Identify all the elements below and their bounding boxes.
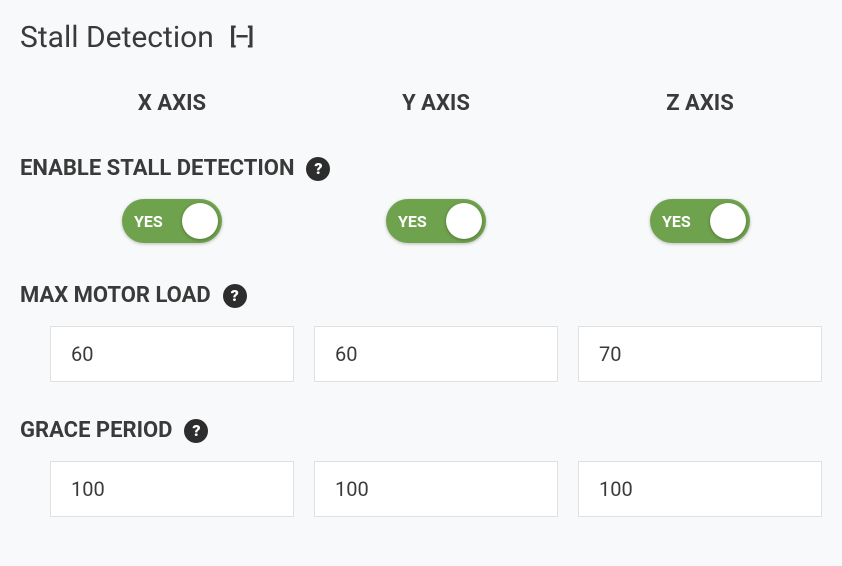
section-header: Stall Detection [–] — [20, 20, 822, 55]
enable-row-label: ENABLE STALL DETECTION ? — [20, 156, 822, 181]
grace-row-label: GRACE PERIOD ? — [20, 418, 822, 443]
grace-inputs-row — [20, 461, 822, 517]
axis-header-y: Y AXIS — [314, 91, 558, 116]
help-icon[interactable]: ? — [306, 157, 330, 181]
enable-toggle-y[interactable]: YES — [386, 199, 486, 243]
maxload-label: MAX MOTOR LOAD — [20, 283, 211, 308]
grace-label: GRACE PERIOD — [20, 418, 172, 443]
collapse-icon[interactable]: [–] — [230, 25, 253, 50]
axis-headers: X AXIS Y AXIS Z AXIS — [20, 91, 822, 116]
axis-header-x: X AXIS — [50, 91, 294, 116]
section-title: Stall Detection — [20, 20, 214, 55]
toggle-knob — [710, 203, 746, 239]
grace-input-y[interactable] — [314, 461, 558, 517]
maxload-input-x[interactable] — [50, 326, 294, 382]
maxload-input-z[interactable] — [578, 326, 822, 382]
enable-toggles-row: YES YES YES — [20, 199, 822, 243]
toggle-label: YES — [398, 212, 427, 231]
grace-input-z[interactable] — [578, 461, 822, 517]
maxload-input-y[interactable] — [314, 326, 558, 382]
maxload-inputs-row — [20, 326, 822, 382]
help-icon[interactable]: ? — [184, 419, 208, 443]
toggle-knob — [182, 203, 218, 239]
maxload-row-label: MAX MOTOR LOAD ? — [20, 283, 822, 308]
toggle-knob — [446, 203, 482, 239]
axis-header-z: Z AXIS — [578, 91, 822, 116]
grace-input-x[interactable] — [50, 461, 294, 517]
toggle-label: YES — [662, 212, 691, 231]
enable-toggle-x[interactable]: YES — [122, 199, 222, 243]
toggle-label: YES — [134, 212, 163, 231]
enable-label: ENABLE STALL DETECTION — [20, 156, 294, 181]
help-icon[interactable]: ? — [223, 284, 247, 308]
enable-toggle-z[interactable]: YES — [650, 199, 750, 243]
